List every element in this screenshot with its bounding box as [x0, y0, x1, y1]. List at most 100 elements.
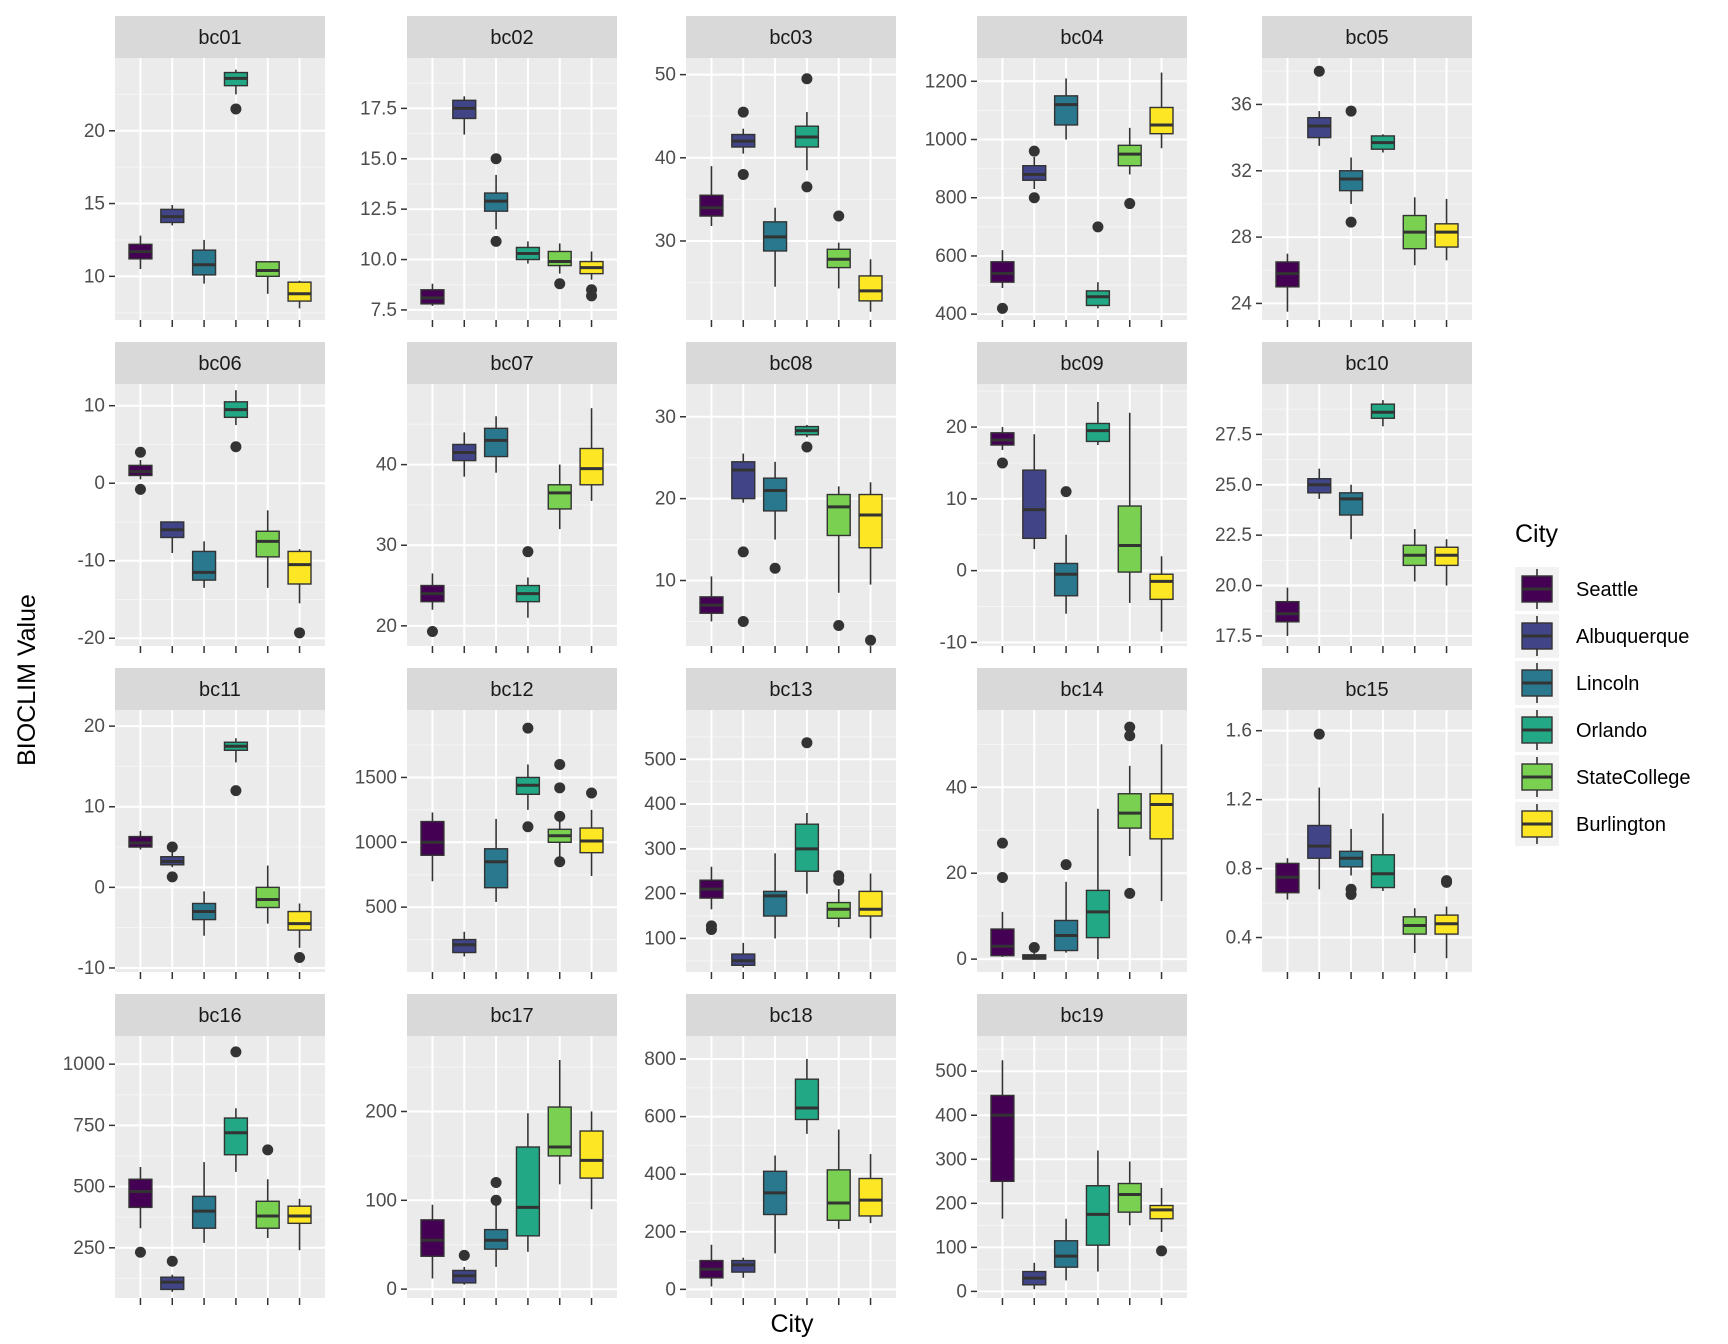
- panel-background: [115, 58, 325, 320]
- box-bc07-StateCollege: [547, 464, 572, 530]
- box-bc16-Albuquerque: [160, 1255, 185, 1292]
- box-bc12-Orlando: [515, 722, 541, 833]
- strip-label-bc07: bc07: [490, 353, 533, 375]
- box-iqr: [1022, 469, 1047, 540]
- y-tick-label: 20: [84, 121, 105, 142]
- box-iqr: [990, 928, 1015, 957]
- strip-label-bc01: bc01: [198, 27, 241, 49]
- outlier-point: [996, 457, 1008, 469]
- outlier-point: [1060, 859, 1072, 871]
- y-tick-label: 20: [376, 616, 397, 637]
- y-tick-label: 500: [365, 897, 397, 918]
- strip-bc15: [1262, 668, 1472, 710]
- strip-label-bc14: bc14: [1060, 679, 1103, 701]
- y-tick-label: 0: [94, 473, 105, 494]
- box-bc03-StateCollege: [826, 210, 851, 289]
- box-bc14-Burlington: [1149, 744, 1174, 902]
- box-bc08-StateCollege: [826, 486, 851, 632]
- strip-label-bc17: bc17: [490, 1005, 533, 1027]
- strip-label-bc12: bc12: [490, 679, 533, 701]
- strip-bc18: [686, 994, 896, 1036]
- legend-label-Seattle: Seattle: [1576, 579, 1638, 601]
- box-bc06-StateCollege: [255, 510, 280, 588]
- y-tick-label: 1000: [925, 130, 967, 151]
- box-bc09-Seattle: [990, 427, 1015, 469]
- box-bc18-Seattle: [699, 1244, 724, 1287]
- box-iqr: [1434, 223, 1459, 248]
- box-bc13-StateCollege: [826, 870, 851, 928]
- box-bc19-Orlando: [1085, 1150, 1111, 1272]
- box-iqr: [762, 890, 788, 917]
- box-bc10-Burlington: [1434, 539, 1459, 586]
- box-bc07-Albuquerque: [452, 432, 477, 477]
- y-tick-label: 40: [655, 148, 676, 169]
- panel-bc04: bc04 400 600 800 1000 1200: [925, 16, 1187, 327]
- box-iqr: [287, 550, 312, 585]
- box-bc08-Lincoln: [762, 461, 788, 574]
- y-tick-label: 24: [1231, 293, 1253, 314]
- outlier-point: [996, 872, 1008, 884]
- strip-label-bc13: bc13: [769, 679, 812, 701]
- box-iqr: [1149, 1204, 1174, 1220]
- box-iqr: [794, 1078, 820, 1121]
- y-tick-label: 30: [655, 231, 676, 252]
- outlier-point: [586, 787, 598, 799]
- box-bc03-Seattle: [699, 166, 724, 227]
- y-tick-label: 100: [365, 1190, 397, 1211]
- y-tick-label: 400: [644, 794, 676, 815]
- box-bc15-Albuquerque: [1307, 728, 1332, 890]
- box-bc06-Burlington: [287, 549, 312, 639]
- strip-bc13: [686, 668, 896, 710]
- y-tick-label: 27.5: [1215, 424, 1252, 445]
- box-iqr: [1149, 106, 1174, 135]
- box-bc02-Albuquerque: [452, 96, 477, 135]
- box-bc02-Seattle: [420, 283, 445, 306]
- outlier-point: [1313, 65, 1325, 77]
- outlier-point: [522, 546, 534, 558]
- strip-bc09: [977, 342, 1187, 384]
- y-tick-label: 0: [386, 1279, 397, 1300]
- outlier-point: [294, 627, 306, 639]
- box-iqr: [826, 1169, 851, 1221]
- outlier-point: [262, 1144, 274, 1156]
- box-bc13-Albuquerque: [731, 942, 756, 968]
- panels-group: bc01 10 15 20 bc02 7.5 10.0 12.5 15.0 17.5 bc03 30 4…: [63, 16, 1472, 1305]
- outlier-point: [996, 837, 1008, 849]
- outlier-point: [1028, 942, 1040, 954]
- outlier-point: [833, 210, 845, 222]
- box-bc03-Burlington: [858, 259, 883, 312]
- box-bc04-Orlando: [1085, 221, 1111, 309]
- box-bc06-Orlando: [223, 390, 249, 453]
- box-bc06-Albuquerque: [160, 521, 185, 553]
- y-tick-label: 25.0: [1215, 475, 1252, 496]
- box-iqr: [483, 427, 509, 458]
- box-bc02-Burlington: [579, 251, 604, 302]
- box-iqr: [287, 281, 312, 302]
- panel-bc08: bc08 10 20 30: [655, 342, 896, 653]
- outlier-point: [426, 625, 438, 637]
- box-bc06-Seattle: [128, 446, 153, 495]
- y-tick-label: 0.4: [1226, 928, 1253, 949]
- box-iqr: [858, 493, 883, 549]
- y-tick-label: 10: [84, 797, 105, 818]
- legend-item-Seattle: Seattle: [1515, 567, 1638, 611]
- box-iqr: [191, 249, 217, 276]
- box-iqr: [579, 1130, 604, 1179]
- y-tick-label: 30: [376, 535, 397, 556]
- outlier-point: [1313, 728, 1325, 740]
- box-bc18-StateCollege: [826, 1129, 851, 1229]
- strip-label-bc11: bc11: [199, 679, 241, 701]
- box-bc17-Lincoln: [483, 1177, 509, 1267]
- panel-background: [407, 58, 617, 320]
- outlier-point: [166, 871, 178, 883]
- strip-bc01: [115, 16, 325, 58]
- box-bc08-Orlando: [794, 424, 820, 453]
- legend-item-Lincoln: Lincoln: [1515, 661, 1639, 705]
- legend-item-StateCollege: StateCollege: [1515, 755, 1691, 799]
- box-iqr: [1117, 505, 1142, 573]
- box-bc02-StateCollege: [547, 243, 572, 290]
- y-tick-label: 20: [946, 417, 967, 438]
- box-bc03-Lincoln: [762, 207, 788, 287]
- box-iqr: [1149, 793, 1174, 840]
- outlier-point: [1441, 875, 1453, 887]
